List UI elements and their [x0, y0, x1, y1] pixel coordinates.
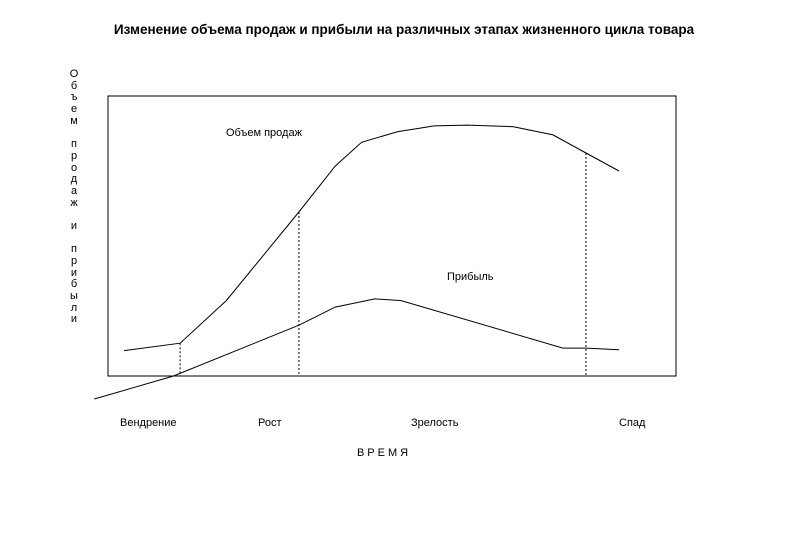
profit-line [94, 298, 620, 400]
y-axis-label-char: а [70, 184, 78, 197]
y-axis-label-char: е [70, 103, 78, 116]
y-axis-label-char: п [71, 138, 77, 151]
y-axis-label-char: б [70, 278, 78, 291]
y-axis-label-char: и [70, 219, 78, 232]
y-axis-label-char: р [70, 149, 78, 162]
y-axis-label-char: л [70, 301, 78, 314]
chart-title: Изменение объема продаж и прибыли на раз… [113, 22, 695, 37]
sales-volume-label: Объем продаж [226, 127, 303, 139]
sales-volume-line [123, 124, 620, 352]
y-axis-label-char: и [70, 266, 78, 279]
y-axis-label-char: р [70, 255, 78, 267]
stage-label-maturity: Зрелость [411, 417, 459, 429]
x-axis-label: ВРЕМЯ [356, 447, 412, 459]
stage-label-decline: Спад [619, 417, 646, 429]
stage-label-growth: Рост [258, 417, 282, 429]
y-axis-label-char: ы [70, 290, 78, 303]
y-axis-label-char: и [70, 313, 78, 326]
profit-label: Прибыль [447, 271, 494, 283]
y-axis-label-char: м [70, 114, 78, 127]
y-axis-label-char: о [70, 161, 78, 174]
y-axis-label-char: п [71, 243, 77, 256]
y-axis-label-char: ж [70, 196, 78, 209]
y-axis-label-char: б [70, 79, 78, 92]
plot-frame [107, 95, 677, 377]
y-axis-label-char: О [69, 68, 79, 80]
stage-label-introduction: Вендрение [120, 417, 177, 429]
y-axis-label-char: ъ [70, 91, 78, 104]
y-axis-label-char: д [70, 173, 78, 186]
